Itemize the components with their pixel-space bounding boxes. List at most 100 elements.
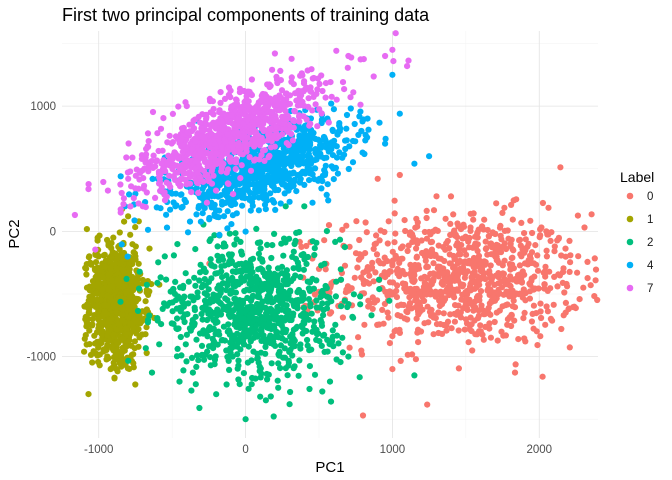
point-label-7 xyxy=(124,169,131,176)
point-label-4 xyxy=(382,135,389,142)
point-label-7 xyxy=(304,67,311,74)
point-label-4 xyxy=(306,177,313,184)
point-label-0 xyxy=(385,314,392,321)
point-label-7 xyxy=(251,105,258,112)
point-label-7 xyxy=(92,246,99,253)
point-label-0 xyxy=(487,272,494,279)
point-label-7 xyxy=(150,152,157,159)
point-label-2 xyxy=(228,345,235,352)
point-label-2 xyxy=(197,261,204,268)
point-label-2 xyxy=(301,203,308,210)
point-label-0 xyxy=(468,321,475,328)
point-label-4 xyxy=(351,120,358,128)
point-label-7 xyxy=(184,129,191,136)
point-label-1 xyxy=(120,268,127,275)
point-label-2 xyxy=(349,313,356,320)
point-label-0 xyxy=(391,210,398,217)
point-label-4 xyxy=(173,202,180,209)
point-label-2 xyxy=(303,260,310,267)
point-label-0 xyxy=(353,218,360,225)
point-label-4 xyxy=(343,125,350,132)
point-label-7 xyxy=(271,50,278,57)
point-label-0 xyxy=(412,356,419,363)
point-label-0 xyxy=(506,293,513,300)
point-label-0 xyxy=(389,262,396,269)
y-tick-label: 1000 xyxy=(30,101,56,113)
point-label-4 xyxy=(335,128,342,135)
point-label-7 xyxy=(281,121,288,128)
point-label-1 xyxy=(126,266,133,273)
legend-key-7 xyxy=(626,284,634,292)
point-label-0 xyxy=(424,263,431,270)
point-label-4 xyxy=(219,198,226,205)
point-label-1 xyxy=(130,360,137,367)
point-label-1 xyxy=(94,352,101,359)
point-label-0 xyxy=(389,333,396,340)
point-label-0 xyxy=(566,237,573,244)
point-label-2 xyxy=(281,235,288,242)
point-label-7 xyxy=(236,85,244,92)
point-label-2 xyxy=(234,279,241,286)
point-label-7 xyxy=(163,179,170,186)
point-label-2 xyxy=(245,317,252,324)
point-label-7 xyxy=(235,142,242,149)
point-label-0 xyxy=(504,227,511,234)
point-label-0 xyxy=(509,216,516,223)
point-label-0 xyxy=(386,279,394,286)
point-label-2 xyxy=(157,274,164,281)
point-label-0 xyxy=(515,336,522,343)
point-label-0 xyxy=(391,197,398,204)
point-label-1 xyxy=(110,359,117,366)
point-label-7 xyxy=(283,140,290,147)
point-label-2 xyxy=(225,307,232,314)
point-label-7 xyxy=(266,152,273,159)
point-label-2 xyxy=(180,282,187,289)
point-label-7 xyxy=(288,74,295,81)
point-label-4 xyxy=(124,253,131,260)
point-label-4 xyxy=(251,194,258,201)
point-label-7 xyxy=(297,72,304,79)
point-label-2 xyxy=(288,297,295,304)
point-label-4 xyxy=(360,116,367,123)
point-label-0 xyxy=(447,231,454,239)
point-label-2 xyxy=(218,263,225,270)
point-label-0 xyxy=(512,361,519,368)
point-label-0 xyxy=(433,193,440,200)
point-label-4 xyxy=(301,181,308,188)
point-label-0 xyxy=(425,228,433,236)
point-label-7 xyxy=(296,96,303,103)
point-label-2 xyxy=(235,261,242,268)
point-label-1 xyxy=(83,319,90,326)
point-label-2 xyxy=(265,287,272,294)
point-label-0 xyxy=(539,373,546,380)
point-label-2 xyxy=(205,306,213,313)
point-label-2 xyxy=(177,333,184,341)
point-label-0 xyxy=(439,281,447,288)
point-label-0 xyxy=(395,328,402,335)
point-label-1 xyxy=(103,356,110,363)
point-label-7 xyxy=(282,90,289,97)
point-label-4 xyxy=(318,185,325,192)
point-label-2 xyxy=(290,265,297,272)
x-tick-label: -1000 xyxy=(84,444,113,456)
point-label-7 xyxy=(197,150,204,157)
point-label-4 xyxy=(296,132,303,139)
point-label-0 xyxy=(475,252,483,259)
point-label-0 xyxy=(355,334,362,341)
point-label-0 xyxy=(389,366,396,373)
point-label-0 xyxy=(476,328,483,335)
point-label-0 xyxy=(360,280,367,287)
point-label-7 xyxy=(347,94,354,101)
point-label-7 xyxy=(274,99,281,106)
point-label-0 xyxy=(504,277,511,284)
point-label-7 xyxy=(314,86,321,93)
point-label-2 xyxy=(268,360,275,367)
point-label-2 xyxy=(176,378,183,385)
point-label-7 xyxy=(143,189,150,196)
point-label-4 xyxy=(358,127,365,135)
point-label-2 xyxy=(182,270,189,277)
point-label-4 xyxy=(243,176,250,183)
point-label-1 xyxy=(129,241,136,248)
point-label-2 xyxy=(255,305,263,312)
point-label-0 xyxy=(480,336,487,343)
